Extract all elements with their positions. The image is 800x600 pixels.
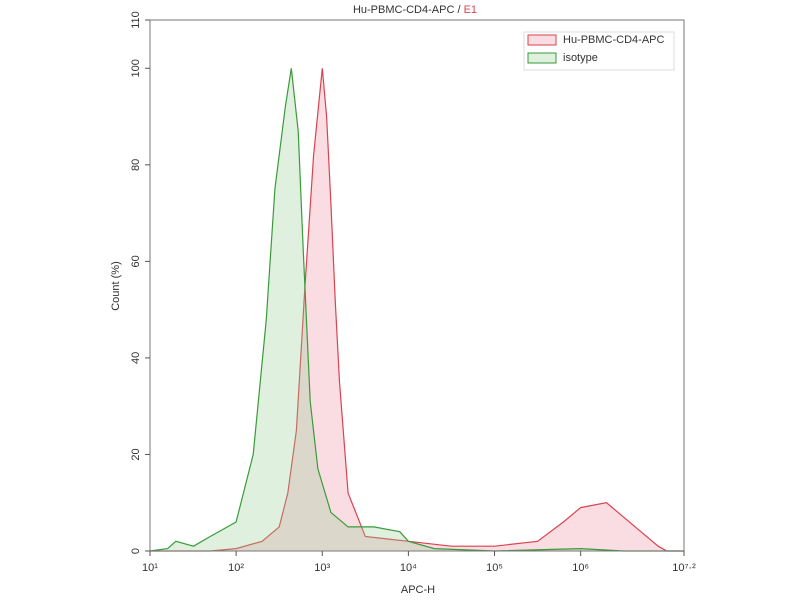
line — [150, 68, 684, 552]
area — [150, 68, 684, 552]
x-tick-label: 10³ — [314, 562, 330, 574]
y-axis-label: Count (%) — [110, 261, 122, 311]
line — [149, 68, 684, 552]
legend-label: isotype — [563, 52, 598, 64]
y-tick-label: 80 — [130, 159, 142, 171]
y-tick-label: 40 — [130, 352, 142, 364]
title-main: Hu-PBMC-CD4-APC / — [353, 4, 462, 16]
chart-title: Hu-PBMC-CD4-APC / E1 — [353, 4, 477, 16]
legend-swatch — [527, 52, 557, 64]
x-tick-label: 10⁴ — [400, 562, 417, 574]
x-tick-label: 10⁷·² — [672, 562, 696, 574]
y-tick-label: 0 — [130, 548, 142, 554]
legend-label: Hu-PBMC-CD4-APC — [563, 34, 665, 46]
title-gate: E1 — [464, 4, 477, 16]
y-tick-label: 20 — [130, 448, 142, 460]
legend-box — [523, 31, 675, 71]
x-tick-label: 10¹ — [142, 562, 158, 574]
x-tick-label: 10⁶ — [572, 562, 589, 574]
x-axis-label: APC-H — [401, 584, 435, 596]
legend-swatch — [527, 34, 557, 46]
y-tick-label: 110 — [130, 11, 142, 29]
x-tick-label: 10² — [228, 562, 244, 574]
y-tick-label: 100 — [130, 59, 142, 77]
plot-frame — [149, 19, 685, 552]
x-tick-label: 10⁵ — [486, 562, 503, 574]
area — [150, 68, 684, 552]
y-tick-label: 60 — [130, 255, 142, 267]
